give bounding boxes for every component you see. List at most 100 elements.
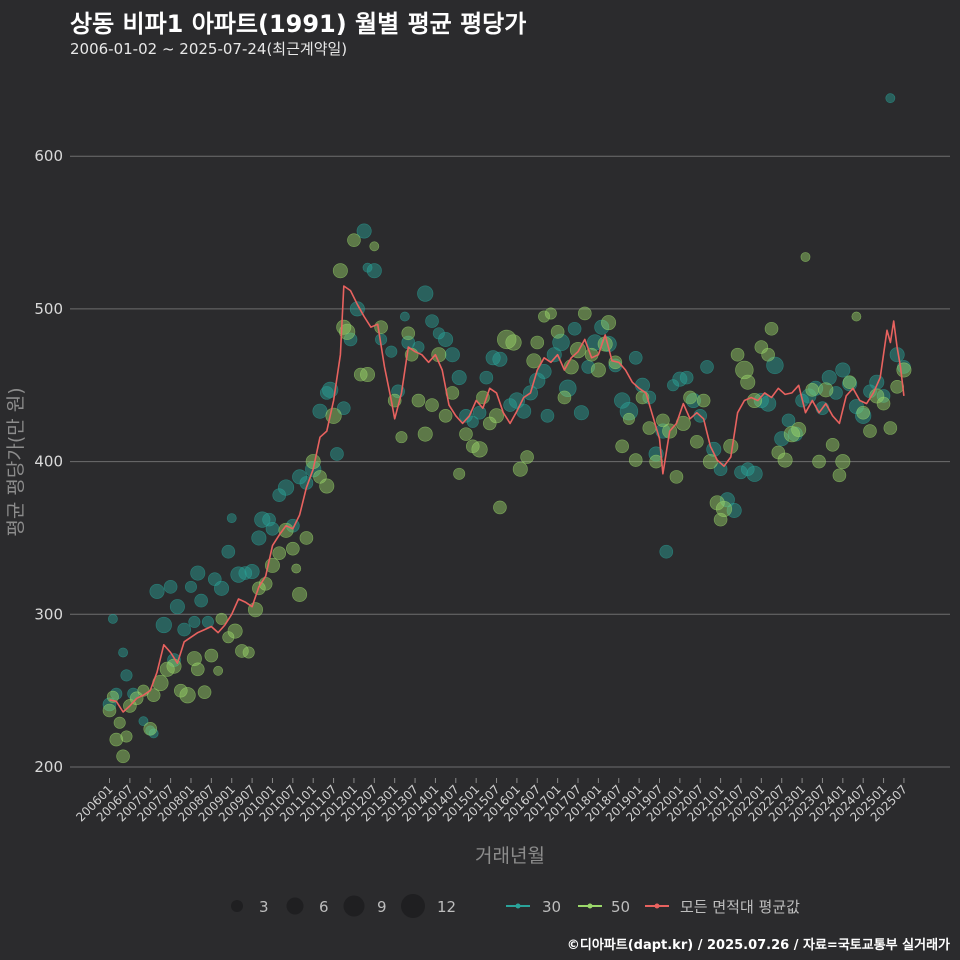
point-50-2022-12	[791, 422, 807, 438]
point-30-2018-12	[628, 350, 643, 365]
point-30-2013-10	[417, 285, 434, 302]
point-50-2012-03	[353, 367, 368, 382]
point-30-2006-06	[120, 669, 133, 682]
point-50-2015-12	[505, 334, 522, 351]
point-50-2014-08	[453, 467, 466, 480]
point-50-2014-04	[438, 408, 453, 423]
point-50-2017-09	[577, 306, 592, 321]
point-50-2022-10	[783, 426, 800, 443]
point-50-2024-09	[863, 424, 877, 438]
point-50-2016-02	[512, 461, 528, 477]
point-50-2015-07	[489, 408, 505, 424]
point-50-2011-05	[319, 478, 335, 494]
size-legend-label-12: 12	[437, 898, 456, 916]
point-50-2023-06	[812, 454, 826, 469]
point-30-2011-03	[312, 403, 328, 419]
point-50-2024-03	[842, 375, 857, 389]
point-30-2006-02	[107, 613, 118, 624]
scatter-points	[102, 93, 912, 764]
legend-item-30: 30	[506, 898, 561, 916]
point-30-2016-10	[540, 408, 555, 423]
point-50-2019-12	[669, 470, 684, 484]
point-30-2011-05	[319, 386, 334, 400]
point-50-2008-10	[215, 612, 228, 625]
point-50-2016-09	[538, 310, 551, 323]
size-legend-circle-12	[401, 894, 425, 918]
source-credit: ©디아파트(dapt.kr) / 2025.07.26 / 자료=국토교통부 실…	[566, 938, 950, 953]
point-30-2017-04	[559, 379, 577, 398]
point-30-2017-06	[567, 321, 582, 336]
chart-title: 상동 비파1 아파트(1991) 월별 평균 평당가	[70, 10, 527, 38]
point-30-2008-02	[188, 615, 201, 628]
point-30-2009-01	[226, 513, 237, 523]
point-30-2014-06	[444, 347, 460, 363]
legend-item-50: 50	[578, 898, 630, 916]
point-50-2024-01	[835, 454, 851, 470]
point-30-2012-07	[366, 263, 382, 279]
point-50-2024-07	[856, 405, 870, 420]
point-50-2023-10	[825, 438, 840, 452]
point-30-2021-09	[740, 462, 755, 477]
point-50-2021-08	[735, 360, 754, 380]
point-30-2025-03	[885, 93, 896, 104]
point-50-2013-10	[417, 426, 433, 442]
point-30-2023-09	[821, 370, 837, 386]
point-30-2025-01	[876, 389, 891, 403]
point-30-2008-04	[194, 593, 208, 608]
point-30-2021-05	[726, 502, 742, 518]
y-tick-label-500: 500	[34, 300, 63, 318]
point-50-2023-04	[805, 383, 820, 397]
point-50-2025-01	[876, 396, 891, 411]
point-50-2019-06	[649, 454, 663, 469]
point-30-2021-03	[719, 492, 735, 508]
point-50-2015-05	[482, 416, 497, 431]
point-50-2022-06	[771, 445, 786, 460]
point-30-2007-09	[169, 599, 185, 615]
point-50-2011-09	[332, 263, 348, 279]
point-30-2011-10	[336, 401, 351, 415]
point-50-2013-05	[401, 326, 416, 341]
y-tick-label-300: 300	[34, 605, 63, 623]
point-50-2021-06	[730, 347, 745, 362]
point-30-2014-12	[466, 415, 479, 428]
y-axis-title: 평균 평당가(만 원)	[5, 387, 27, 536]
point-30-2012-04	[356, 223, 372, 239]
point-50-2017-03	[557, 390, 572, 405]
point-50-2010-07	[286, 541, 300, 556]
point-30-2022-07	[774, 431, 790, 447]
point-50-2020-04	[683, 390, 697, 405]
point-50-2011-10	[336, 319, 352, 335]
point-30-2021-07	[734, 465, 748, 480]
point-50-2022-08	[777, 452, 793, 468]
point-30-2010-01	[265, 521, 280, 536]
point-50-2008-05	[197, 685, 212, 699]
point-50-2019-08	[656, 413, 670, 428]
point-50-2006-03	[109, 732, 124, 747]
point-30-2019-11	[667, 379, 680, 392]
point-50-2012-05	[360, 367, 376, 383]
point-50-2020-08	[696, 393, 711, 408]
point-50-2015-02	[471, 441, 488, 458]
point-50-2019-04	[642, 421, 657, 435]
point-50-2008-07	[204, 648, 219, 663]
point-50-2006-04	[113, 716, 126, 729]
point-50-2007-10	[173, 683, 188, 698]
legend-item-average: 모든 면적대 평균값	[645, 898, 800, 916]
point-30-2010-05	[277, 479, 295, 496]
point-50-2016-11	[544, 307, 557, 320]
point-50-2023-08	[818, 382, 834, 398]
point-30-2017-08	[573, 405, 589, 421]
point-30-2015-04	[479, 370, 494, 385]
legend: 3 6 9 12 30 50 모든 면적대 평균값	[231, 894, 800, 918]
size-legend: 3 6 9 12	[231, 894, 456, 918]
point-50-2012-09	[374, 320, 388, 335]
point-50-2011-07	[325, 407, 342, 424]
point-30-2020-09	[700, 360, 714, 374]
point-30-2015-08	[492, 351, 508, 367]
point-50-2018-04	[601, 315, 617, 331]
point-30-2024-07	[855, 407, 872, 424]
point-30-2020-03	[679, 370, 694, 385]
point-30-2018-08	[614, 392, 631, 409]
point-30-2024-05	[848, 399, 864, 415]
